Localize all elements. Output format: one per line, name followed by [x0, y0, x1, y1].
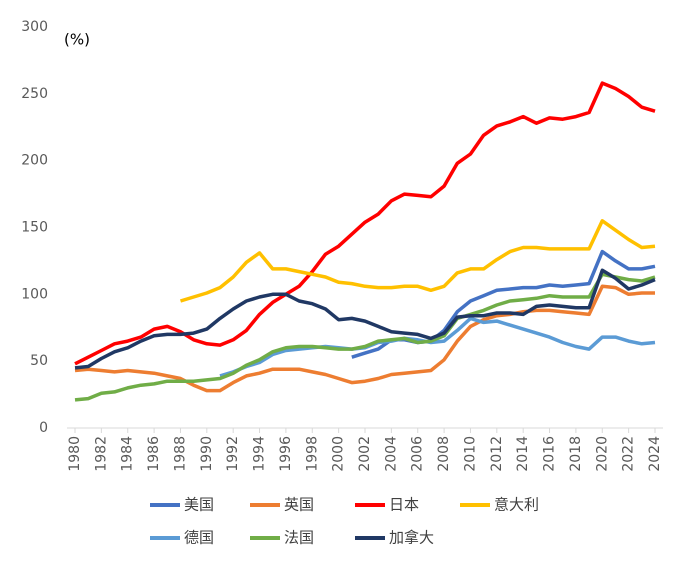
x-tick-label: 2018 — [568, 436, 584, 472]
series-line — [74, 272, 656, 402]
legend-label: 英国 — [284, 496, 314, 514]
x-tick-label: 2020 — [594, 436, 610, 472]
unit-annotation: (%) — [64, 31, 90, 49]
series-line — [179, 219, 656, 303]
y-tick-label: 150 — [21, 220, 48, 236]
x-tick-label: 1982 — [93, 436, 109, 472]
x-tick-label: 1990 — [199, 436, 215, 472]
y-tick-label: 50 — [30, 353, 48, 369]
x-tick-label: 2022 — [621, 436, 637, 472]
y-tick-label: 100 — [21, 286, 48, 302]
series-line — [74, 268, 656, 370]
x-tick-label: 2024 — [647, 436, 663, 472]
y-tick-label: 300 — [21, 19, 48, 35]
y-tick-label: 0 — [39, 420, 48, 436]
legend-label: 德国 — [184, 529, 214, 547]
x-tick-label: 2010 — [462, 436, 478, 472]
x-tick-label: 2004 — [383, 436, 399, 472]
y-tick-label: 250 — [21, 86, 48, 102]
x-tick-label: 1988 — [172, 436, 188, 472]
x-tick-label: 1998 — [304, 436, 320, 472]
series-line — [74, 284, 655, 393]
legend-label: 意大利 — [494, 496, 539, 514]
x-tick-label: 1984 — [120, 436, 136, 472]
x-tick-label: 2000 — [331, 436, 347, 472]
x-tick-label: 2008 — [436, 436, 452, 472]
legend-label: 加拿大 — [389, 529, 434, 547]
x-tick-label: 1980 — [67, 436, 83, 472]
x-tick-label: 2012 — [489, 436, 505, 472]
legend-label: 美国 — [184, 496, 214, 514]
legend-label: 日本 — [389, 496, 419, 514]
y-tick-label: 200 — [21, 153, 48, 169]
series-line — [219, 316, 656, 378]
series-line — [74, 81, 656, 366]
x-tick-label: 2016 — [542, 436, 558, 472]
x-tick-label: 2014 — [515, 436, 531, 472]
x-tick-label: 1986 — [146, 436, 162, 472]
x-tick-label: 1994 — [252, 436, 268, 472]
legend-label: 法国 — [284, 529, 314, 547]
x-tick-label: 2006 — [410, 436, 426, 472]
x-tick-label: 2002 — [357, 436, 373, 472]
x-tick-label: 1992 — [225, 436, 241, 472]
x-tick-label: 1996 — [278, 436, 294, 472]
